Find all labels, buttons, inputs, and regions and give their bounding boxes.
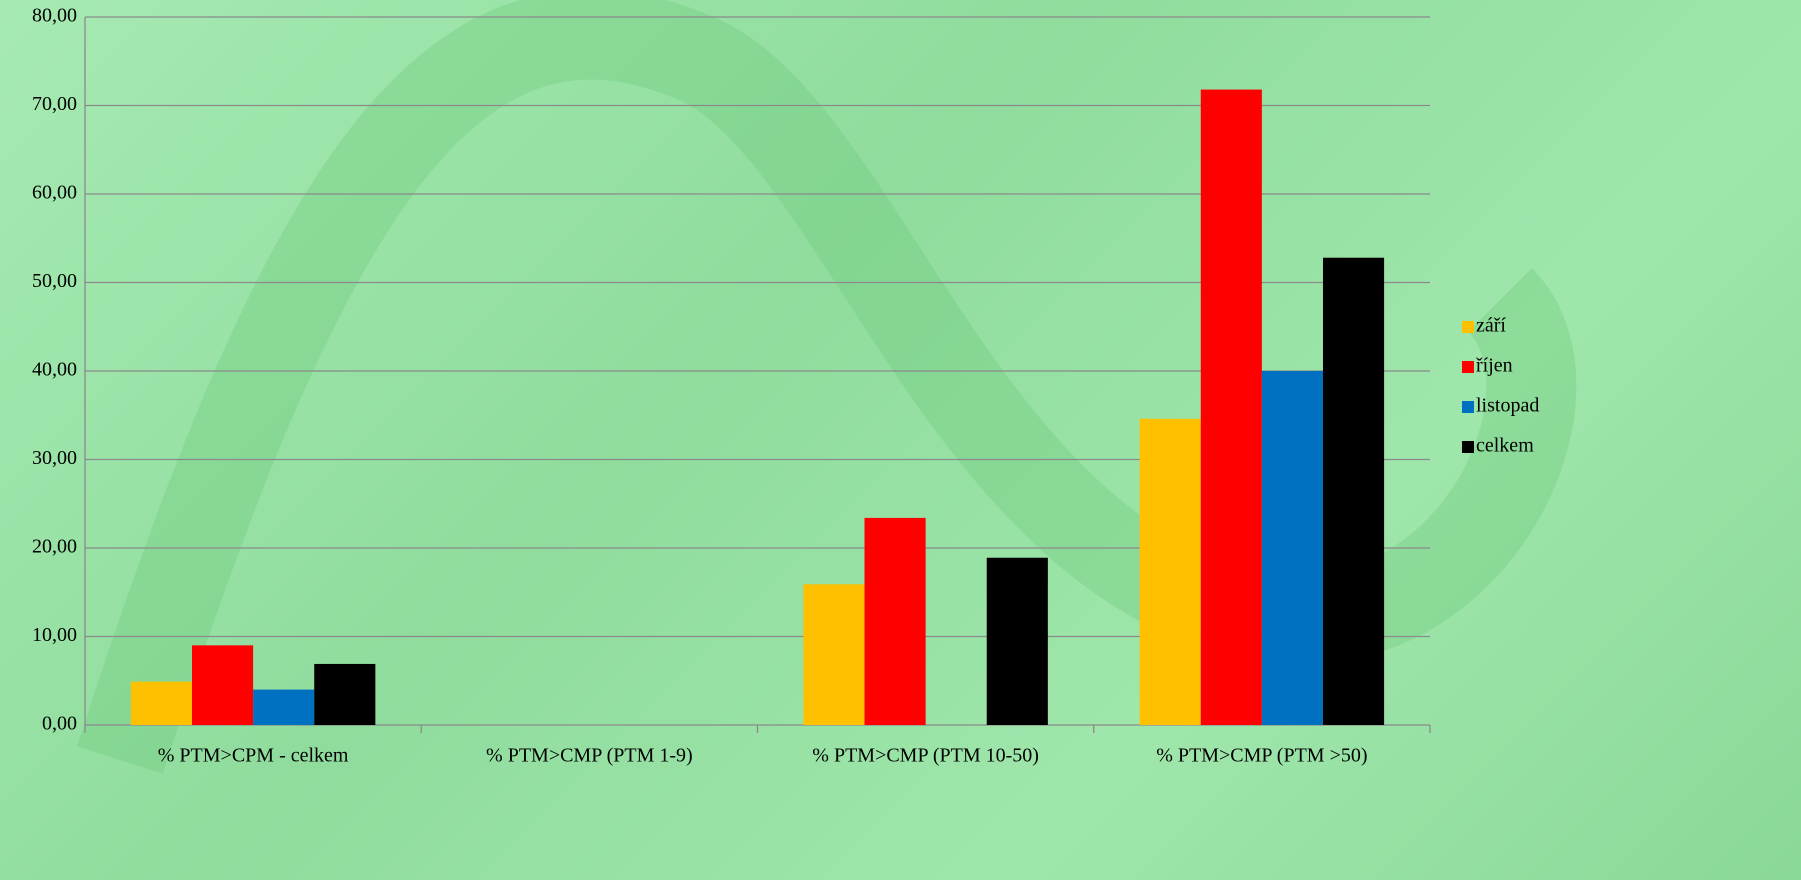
bar	[1322, 257, 1385, 725]
x-tick-label: % PTM>CPM - celkem	[158, 745, 349, 767]
legend-label: září	[1476, 315, 1506, 337]
bar	[1139, 418, 1201, 725]
legend-swatch	[1462, 361, 1474, 373]
y-tick-label: 30,00	[32, 447, 77, 469]
y-tick-label: 60,00	[32, 182, 77, 204]
bar	[864, 517, 926, 725]
x-tick-label: % PTM>CMP (PTM >50)	[1156, 745, 1367, 767]
bar	[314, 663, 376, 725]
legend-swatch	[1462, 321, 1474, 333]
bar	[803, 584, 865, 725]
x-tick-label: % PTM>CMP (PTM 1-9)	[486, 745, 693, 767]
background-decoration	[77, 0, 1577, 774]
y-tick-label: 10,00	[32, 624, 77, 646]
bar	[986, 557, 1048, 725]
legend-label: říjen	[1476, 355, 1513, 377]
y-tick-label: 40,00	[32, 359, 77, 381]
legend-label: listopad	[1476, 395, 1539, 417]
bar	[1200, 89, 1262, 725]
y-tick-label: 0,00	[42, 713, 77, 735]
bar	[1261, 371, 1323, 725]
bar	[192, 645, 254, 725]
legend-swatch	[1462, 401, 1474, 413]
legend-swatch	[1462, 441, 1474, 453]
y-tick-label: 50,00	[32, 270, 77, 292]
legend-label: celkem	[1476, 435, 1534, 457]
bar	[253, 689, 315, 725]
y-tick-label: 80,00	[32, 5, 77, 27]
bar	[130, 681, 193, 725]
y-tick-label: 70,00	[32, 93, 77, 115]
x-tick-label: % PTM>CMP (PTM 10-50)	[812, 745, 1039, 767]
y-tick-label: 20,00	[32, 536, 77, 558]
